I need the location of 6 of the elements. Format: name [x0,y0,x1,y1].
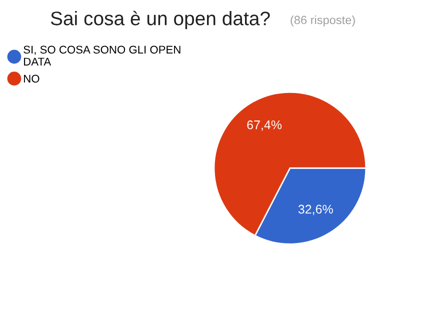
chart-subtitle: (86 risposte) [290,16,355,26]
data-label: 67,4% [247,120,282,131]
legend-label: NO [24,74,40,83]
data-label: 32,6% [298,204,333,216]
legend-label: SI, SO COSA SONO GLI OPEN DATA [24,46,180,66]
chart-title: Sai cosa è un open data? [50,10,270,30]
